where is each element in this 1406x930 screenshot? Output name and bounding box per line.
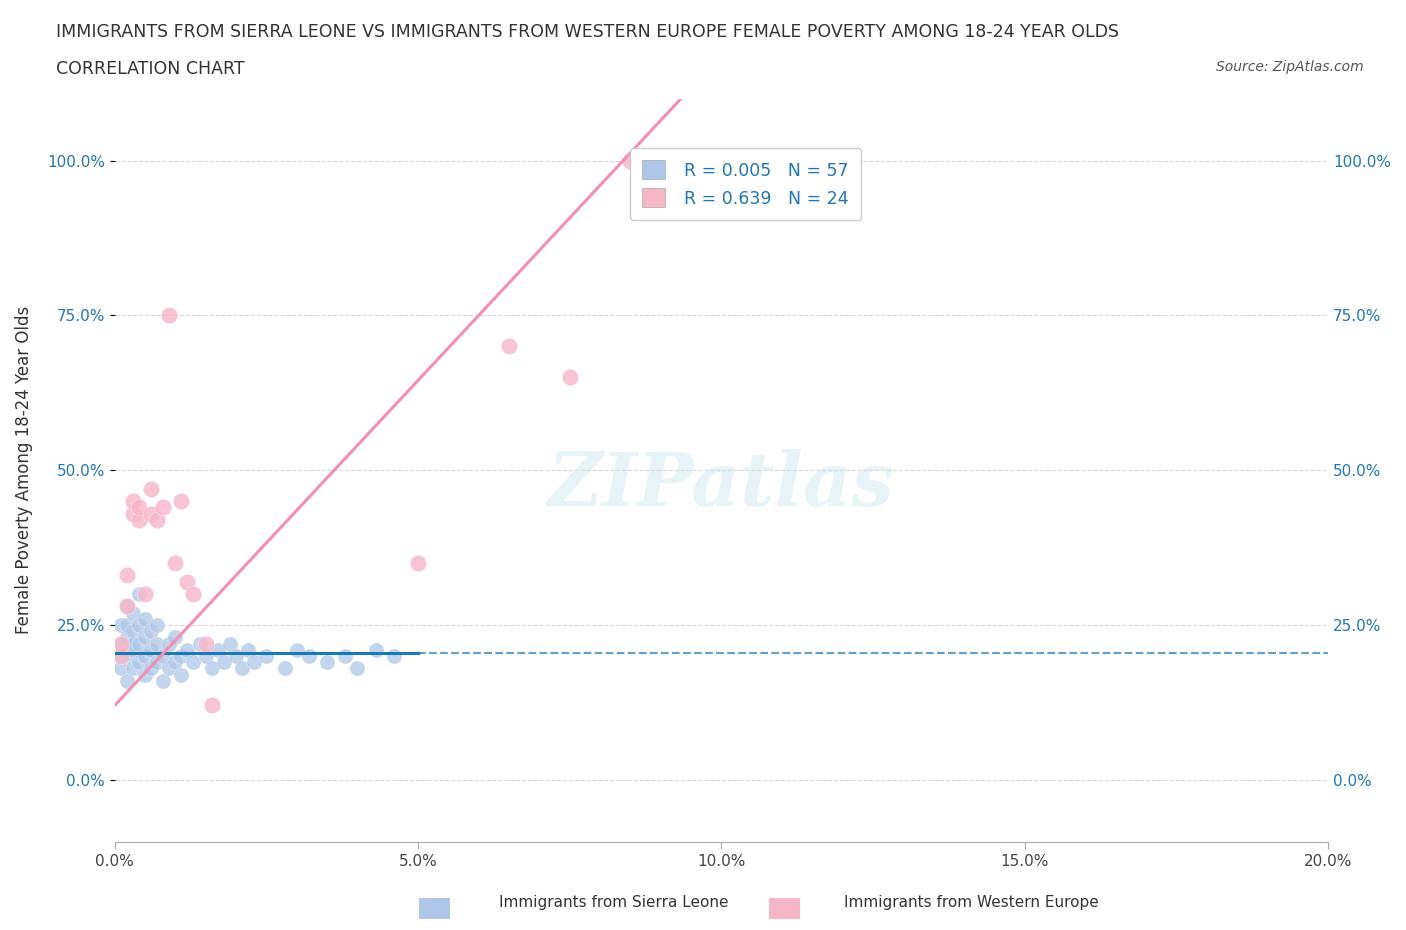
Point: [115, 568, 138, 583]
Point: [139, 506, 162, 521]
Point: [207, 643, 229, 658]
Point: [152, 500, 174, 515]
Point: [139, 661, 162, 676]
Text: Immigrants from Sierra Leone: Immigrants from Sierra Leone: [499, 895, 728, 910]
Point: [157, 661, 180, 676]
Point: [243, 655, 266, 670]
Legend:   R = 0.005   N = 57,   R = 0.639   N = 24: R = 0.005 N = 57, R = 0.639 N = 24: [630, 148, 862, 219]
Point: [121, 624, 143, 639]
Point: [165, 630, 187, 644]
Point: [183, 587, 205, 602]
Point: [146, 618, 169, 632]
Point: [121, 661, 143, 676]
Point: [236, 643, 259, 658]
Point: [194, 636, 217, 651]
Point: [115, 673, 138, 688]
Point: [128, 655, 150, 670]
Point: [110, 648, 132, 663]
Point: [194, 648, 217, 663]
Point: [188, 636, 211, 651]
Point: [170, 648, 193, 663]
Text: CORRELATION CHART: CORRELATION CHART: [56, 60, 245, 78]
Point: [231, 661, 253, 676]
Point: [558, 370, 581, 385]
Point: [285, 643, 308, 658]
Point: [134, 587, 156, 602]
Point: [121, 605, 143, 620]
Point: [152, 673, 174, 688]
Point: [110, 636, 132, 651]
Point: [139, 643, 162, 658]
Point: [273, 661, 295, 676]
Point: [115, 599, 138, 614]
Point: [346, 661, 368, 676]
Point: [115, 648, 138, 663]
Point: [121, 506, 143, 521]
Point: [128, 636, 150, 651]
Point: [146, 636, 169, 651]
Point: [134, 611, 156, 626]
Point: [364, 643, 387, 658]
Point: [121, 636, 143, 651]
Point: [128, 500, 150, 515]
Point: [128, 512, 150, 527]
Point: [176, 643, 198, 658]
Text: Immigrants from Western Europe: Immigrants from Western Europe: [844, 895, 1098, 910]
Point: [152, 648, 174, 663]
Point: [110, 636, 132, 651]
Point: [170, 494, 193, 509]
Text: Source: ZipAtlas.com: Source: ZipAtlas.com: [1216, 60, 1364, 74]
Point: [134, 667, 156, 682]
Text: IMMIGRANTS FROM SIERRA LEONE VS IMMIGRANTS FROM WESTERN EUROPE FEMALE POVERTY AM: IMMIGRANTS FROM SIERRA LEONE VS IMMIGRAN…: [56, 23, 1119, 41]
Point: [619, 153, 641, 168]
Point: [110, 648, 132, 663]
Point: [121, 494, 143, 509]
Point: [146, 512, 169, 527]
Point: [157, 308, 180, 323]
Point: [157, 636, 180, 651]
Point: [183, 655, 205, 670]
Point: [165, 655, 187, 670]
Point: [254, 648, 277, 663]
Point: [115, 630, 138, 644]
Y-axis label: Female Poverty Among 18-24 Year Olds: Female Poverty Among 18-24 Year Olds: [15, 306, 32, 634]
Point: [134, 630, 156, 644]
Point: [121, 643, 143, 658]
Point: [201, 661, 224, 676]
Point: [128, 587, 150, 602]
Point: [498, 339, 520, 353]
Point: [128, 618, 150, 632]
Point: [139, 624, 162, 639]
Point: [298, 648, 321, 663]
Point: [115, 599, 138, 614]
Point: [382, 648, 405, 663]
Point: [316, 655, 339, 670]
Point: [170, 667, 193, 682]
Point: [146, 655, 169, 670]
Point: [176, 574, 198, 589]
Point: [110, 618, 132, 632]
Point: [110, 661, 132, 676]
Text: ZIPatlas: ZIPatlas: [548, 449, 894, 522]
Point: [225, 648, 247, 663]
Point: [406, 555, 429, 570]
Point: [134, 648, 156, 663]
Point: [219, 636, 242, 651]
Point: [335, 648, 357, 663]
Point: [165, 555, 187, 570]
Point: [139, 482, 162, 497]
Point: [212, 655, 235, 670]
Point: [201, 698, 224, 713]
Point: [115, 618, 138, 632]
